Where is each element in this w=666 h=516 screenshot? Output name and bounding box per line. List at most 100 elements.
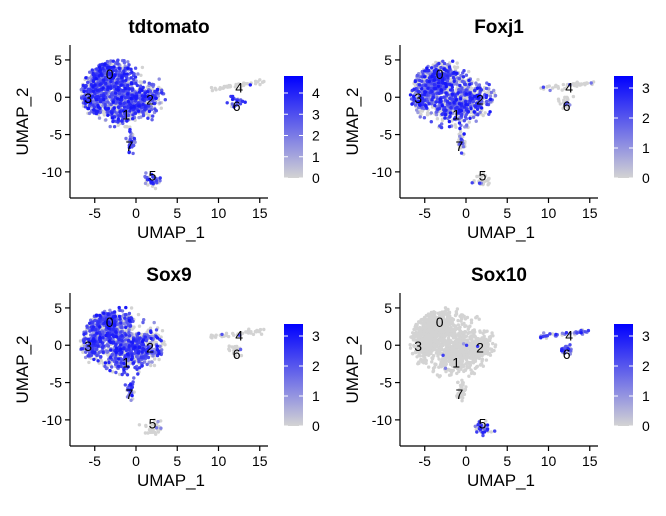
cell-point bbox=[113, 74, 116, 77]
cell-point bbox=[409, 343, 412, 346]
cell-point bbox=[458, 84, 461, 87]
cell-point bbox=[247, 330, 250, 333]
cell-point bbox=[226, 101, 229, 104]
cell-point bbox=[92, 80, 95, 83]
cell-point bbox=[120, 76, 123, 79]
cell-point bbox=[126, 84, 129, 87]
colorbar-label: 3 bbox=[312, 106, 320, 122]
cell-point bbox=[130, 358, 133, 361]
cell-point bbox=[138, 325, 141, 328]
cell-point bbox=[122, 69, 125, 72]
x-tick-label: 10 bbox=[211, 453, 227, 469]
cell-point bbox=[156, 348, 159, 351]
cell-point bbox=[423, 90, 426, 93]
panel-title: Sox10 bbox=[471, 265, 527, 286]
cell-point bbox=[109, 356, 112, 359]
cell-point bbox=[463, 83, 466, 86]
cell-point bbox=[109, 348, 112, 351]
cell-point bbox=[114, 91, 117, 94]
cell-point bbox=[96, 89, 99, 92]
cell-point bbox=[467, 79, 470, 82]
cell-point bbox=[436, 107, 439, 110]
cell-point bbox=[157, 358, 160, 361]
x-tick-label: 0 bbox=[132, 205, 140, 221]
cluster-label-2: 2 bbox=[476, 91, 484, 107]
cell-point bbox=[424, 84, 427, 87]
cell-point bbox=[98, 325, 101, 328]
cell-point bbox=[418, 83, 421, 86]
cell-point bbox=[468, 120, 471, 123]
cell-point bbox=[455, 98, 458, 101]
cell-point bbox=[120, 339, 123, 342]
cell-point bbox=[590, 81, 593, 84]
cell-point bbox=[460, 109, 463, 112]
cell-point bbox=[430, 98, 433, 101]
cell-point bbox=[116, 78, 119, 81]
cell-point bbox=[143, 108, 146, 111]
cell-point bbox=[149, 331, 152, 334]
colorbar-label: 3 bbox=[642, 80, 650, 96]
cell-point bbox=[87, 361, 90, 364]
cell-point bbox=[114, 350, 117, 353]
cell-point bbox=[108, 369, 111, 372]
cell-point bbox=[422, 318, 425, 321]
cell-point bbox=[104, 82, 107, 85]
cell-point bbox=[113, 125, 116, 128]
cell-point bbox=[431, 314, 434, 317]
cell-point bbox=[425, 66, 428, 69]
panel-title: tdtomato bbox=[128, 17, 209, 38]
cell-point bbox=[151, 114, 154, 117]
colorbar-label: 2 bbox=[642, 110, 650, 126]
colorbar-label: 1 bbox=[312, 149, 320, 165]
cell-point bbox=[107, 361, 110, 364]
cell-point bbox=[458, 77, 461, 80]
cell-point bbox=[98, 333, 101, 336]
cell-point bbox=[137, 351, 140, 354]
cell-point bbox=[123, 87, 126, 90]
cell-point bbox=[86, 81, 89, 84]
colorbar bbox=[284, 76, 303, 178]
cell-point bbox=[474, 81, 477, 84]
cell-point bbox=[444, 306, 447, 309]
cell-point bbox=[110, 365, 113, 368]
cell-point bbox=[433, 104, 436, 107]
colorbar bbox=[614, 76, 633, 178]
cell-point bbox=[158, 77, 161, 80]
cell-point bbox=[423, 116, 426, 119]
cell-point bbox=[209, 335, 212, 338]
cell-point bbox=[445, 85, 448, 88]
cell-point bbox=[443, 116, 446, 119]
cell-point bbox=[128, 130, 131, 133]
cell-point bbox=[141, 350, 144, 353]
colorbar bbox=[284, 324, 303, 426]
y-tick-label: 5 bbox=[384, 52, 392, 68]
cell-point bbox=[448, 120, 451, 123]
cell-point bbox=[122, 102, 125, 105]
cell-point bbox=[155, 97, 158, 100]
cell-point bbox=[92, 358, 95, 361]
cell-point bbox=[111, 333, 114, 336]
cell-point bbox=[108, 95, 111, 98]
cell-point bbox=[430, 311, 433, 314]
cell-point bbox=[448, 311, 451, 314]
cluster-label-2: 2 bbox=[146, 91, 154, 107]
cell-point bbox=[423, 75, 426, 78]
cell-point bbox=[153, 364, 156, 367]
cell-point bbox=[158, 101, 161, 104]
cell-point bbox=[443, 62, 446, 65]
cell-point bbox=[451, 92, 454, 95]
colorbar-label: 3 bbox=[312, 328, 320, 344]
cell-point bbox=[467, 70, 470, 73]
cluster-label-6: 6 bbox=[233, 98, 241, 114]
cell-point bbox=[211, 89, 214, 92]
cell-point bbox=[153, 357, 156, 360]
cell-point bbox=[160, 107, 163, 110]
cell-point bbox=[153, 107, 156, 110]
cell-point bbox=[473, 110, 476, 113]
cell-point bbox=[108, 309, 111, 312]
cell-point bbox=[131, 117, 134, 120]
cell-point bbox=[130, 71, 133, 74]
cell-point bbox=[114, 315, 117, 318]
cell-point bbox=[97, 105, 100, 108]
